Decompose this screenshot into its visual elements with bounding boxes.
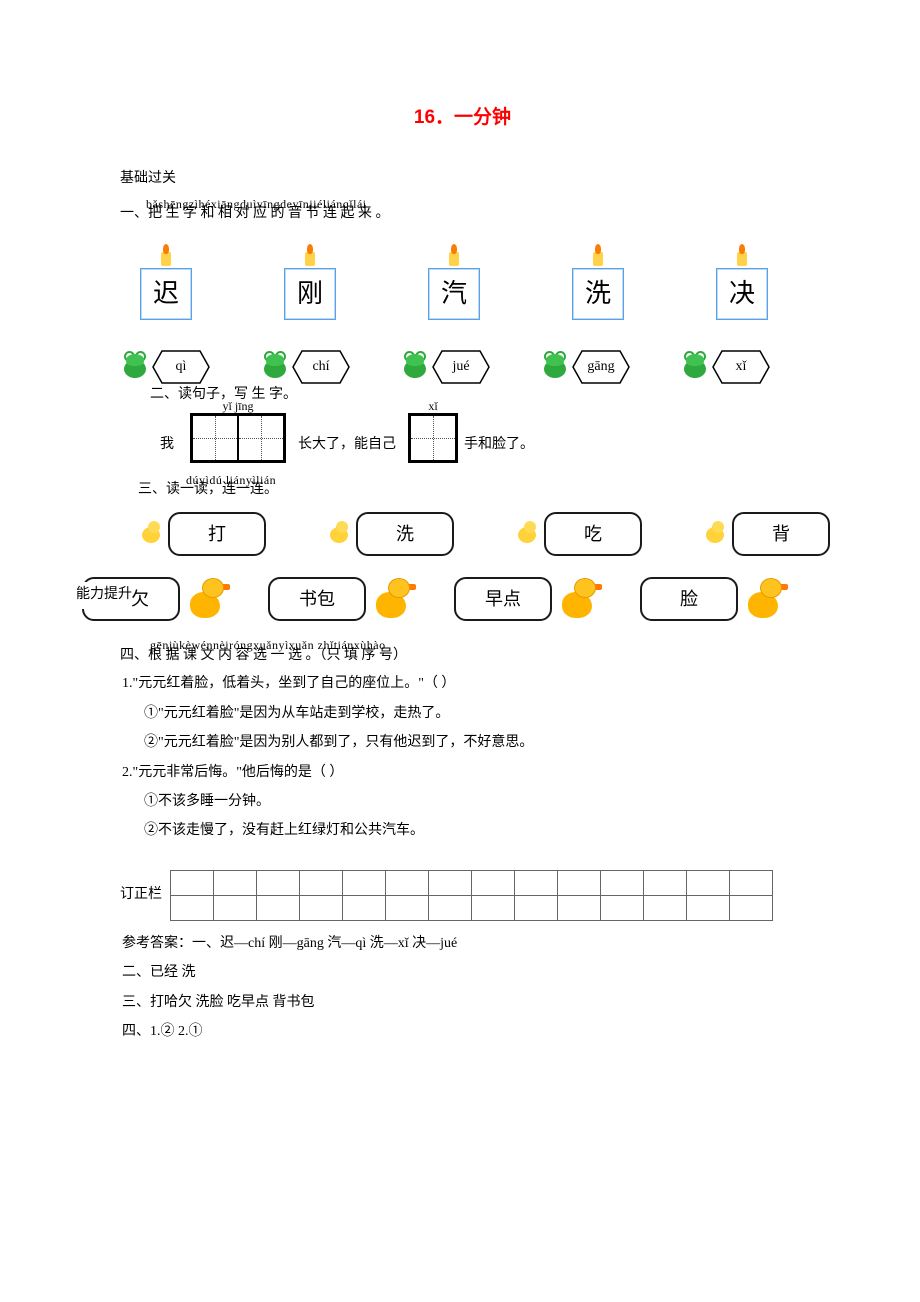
word-box: 洗 — [356, 512, 454, 556]
word-box: 早点 — [454, 577, 552, 621]
correction-label: 订正栏 — [120, 882, 162, 909]
chick-icon — [702, 521, 728, 547]
char-box: 迟 — [140, 268, 192, 320]
char-box: 决 — [716, 268, 768, 320]
chick-icon — [514, 521, 540, 547]
q2-opt2: ②不该走慢了，没有赶上红绿灯和公共汽车。 — [144, 816, 805, 845]
q1-opt1: ①"元元红着脸"是因为从车站走到学校，走热了。 — [144, 699, 805, 728]
frog-icon — [540, 352, 570, 382]
subsection-label: 基础过关 — [120, 166, 805, 193]
s3-top-row: 打 洗 吃 背 — [138, 512, 805, 556]
s1-hex-row: qì chí jué gāng xǐ — [120, 350, 805, 384]
char-box: 洗 — [572, 268, 624, 320]
answer-line: 二、已经 洗 — [122, 958, 805, 987]
candle-icon — [734, 246, 750, 266]
lesson-title: 16．一分钟 — [120, 100, 805, 136]
q1-opt2: ②"元元红着脸"是因为别人都到了，只有他迟到了，不好意思。 — [144, 728, 805, 757]
chick-icon — [138, 521, 164, 547]
frog-icon — [680, 352, 710, 382]
sentence-mid: 长大了，能自己 — [298, 432, 396, 459]
duck-icon — [370, 574, 414, 624]
answer-line: 三、打哈欠 洗脸 吃早点 背书包 — [122, 988, 805, 1017]
q2-opt1: ①不该多睡一分钟。 — [144, 787, 805, 816]
frog-icon — [400, 352, 430, 382]
s1-char-row: 迟 刚 汽 洗 决 — [140, 246, 805, 320]
answer-line: 参考答案：一、迟—chí 刚—gāng 汽—qì 洗—xǐ 决—jué — [122, 929, 805, 958]
correction-grid — [170, 870, 773, 921]
duck-icon — [184, 574, 228, 624]
word-box: 书包 — [268, 577, 366, 621]
sentence-pre: 我 — [160, 432, 174, 459]
hex-box: xǐ — [712, 350, 770, 384]
frog-icon — [260, 352, 290, 382]
s2-sentence: 我 yǐ jīng 长大了，能自己 xǐ 手和脸了。 — [160, 413, 805, 463]
word-box: 打 — [168, 512, 266, 556]
s3-bottom-row: 哈欠 书包 早点 脸 — [82, 574, 805, 624]
s4-heading: 四、根 据 课 文 内 容 选 一 选 。（只 填 序 号） — [120, 643, 805, 670]
hex-box: qì — [152, 350, 210, 384]
candle-icon — [302, 246, 318, 266]
s3-heading: 三、读一读，连一连。 — [138, 477, 805, 504]
word-box: 吃 — [544, 512, 642, 556]
candle-icon — [158, 246, 174, 266]
frog-icon — [120, 352, 150, 382]
char-box: 汽 — [428, 268, 480, 320]
word-box: 脸 — [640, 577, 738, 621]
writing-grid-single: xǐ — [408, 413, 458, 463]
hex-box: jué — [432, 350, 490, 384]
writing-grid-pair: yǐ jīng — [190, 413, 286, 463]
q1: 1."元元红着脸，低着头，坐到了自己的座位上。"（ ） — [122, 669, 805, 698]
ability-label: 能力提升 — [76, 582, 132, 609]
duck-icon — [556, 574, 600, 624]
correction-row: 订正栏 — [120, 870, 805, 921]
char-box: 刚 — [284, 268, 336, 320]
chick-icon — [326, 521, 352, 547]
q2: 2."元元非常后悔。"他后悔的是（ ） — [122, 758, 805, 787]
s1-heading: 一、把 生 字 和 相 对 应 的 音 节 连 起 来 。 — [120, 201, 805, 228]
hex-box: chí — [292, 350, 350, 384]
word-box: 背 — [732, 512, 830, 556]
answer-line: 四、1.② 2.① — [122, 1017, 805, 1046]
duck-icon — [742, 574, 786, 624]
candle-icon — [446, 246, 462, 266]
candle-icon — [590, 246, 606, 266]
sentence-post: 手和脸了。 — [464, 432, 534, 459]
hex-box: gāng — [572, 350, 630, 384]
